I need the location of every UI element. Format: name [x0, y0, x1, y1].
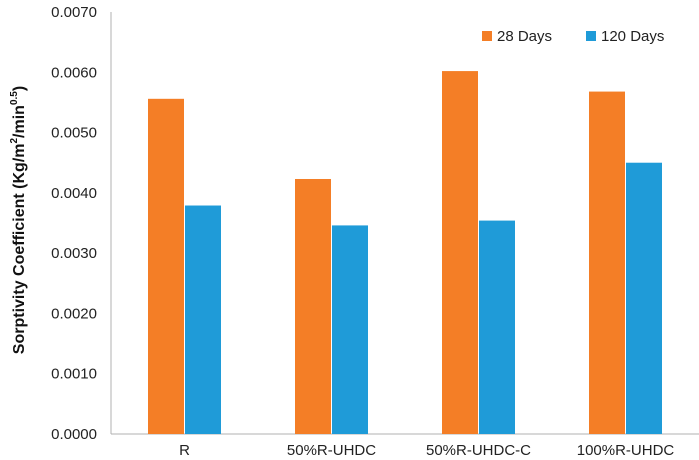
y-tick-label: 0.0040: [51, 185, 97, 202]
y-tick-label: 0.0060: [51, 64, 97, 81]
legend-swatch: [482, 31, 492, 41]
y-tick-label: 0.0010: [51, 366, 97, 383]
bar: [148, 98, 184, 434]
y-tick-label: 0.0050: [51, 125, 97, 142]
y-tick-label: 0.0030: [51, 245, 97, 262]
legend-swatch: [586, 31, 596, 41]
y-tick-label: 0.0070: [51, 4, 97, 21]
y-tick-label: 0.0020: [51, 305, 97, 322]
x-category-label: 50%R-UHDC-C: [426, 442, 531, 459]
bar: [185, 205, 221, 434]
legend-label: 120 Days: [601, 28, 664, 45]
x-category-label: 100%R-UHDC: [577, 442, 675, 459]
x-category-labels: R 50%R-UHDC 50%R-UHDC-C 100%R-UHDC: [179, 442, 674, 459]
legend-label: 28 Days: [497, 28, 552, 45]
bars: [148, 71, 662, 434]
bar: [589, 91, 625, 434]
bar: [626, 162, 662, 434]
y-axis-label: Sorptivity Coefficient (Kg/m2/min0.5): [9, 86, 28, 354]
x-category-label: 50%R-UHDC: [287, 442, 376, 459]
bar: [332, 225, 368, 434]
bar: [479, 220, 515, 434]
legend: 28 Days 120 Days: [482, 28, 664, 45]
x-category-label: R: [179, 442, 190, 459]
y-tick-label: 0.0000: [51, 426, 97, 443]
bar: [442, 71, 478, 434]
bar: [295, 178, 331, 434]
y-tick-labels: 0.0000 0.0010 0.0020 0.0030 0.0040 0.0050 0.00…: [51, 4, 97, 443]
